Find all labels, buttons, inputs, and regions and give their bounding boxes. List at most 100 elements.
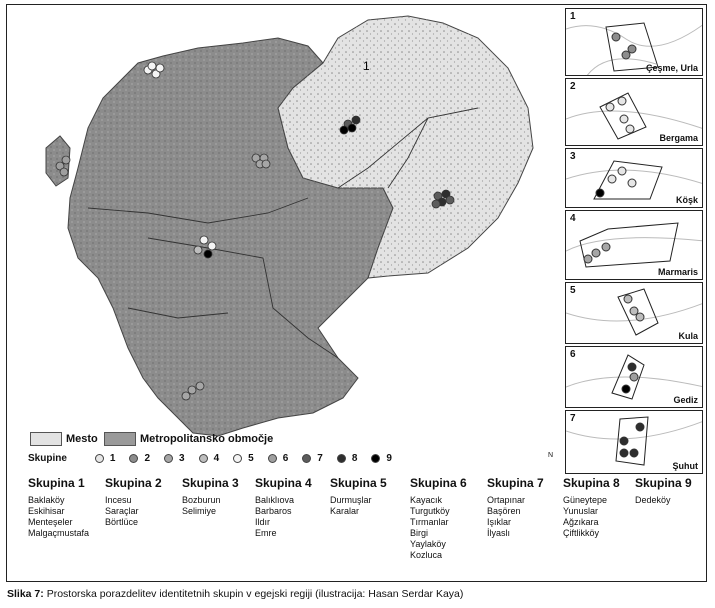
cluster-key-label: 4 (213, 453, 220, 464)
inset-4: 4 Marmaris (565, 210, 703, 280)
group-column-7: Skupina 7 Ortapınar Başören Işıklar İlyaslı (487, 477, 544, 539)
place-name: Güneytepe (563, 495, 608, 505)
place-name: İlyaslı (487, 528, 511, 538)
group-title: Skupina 3 (182, 476, 239, 490)
cluster-dot-icon (371, 454, 381, 463)
metro-swatch (104, 432, 136, 446)
place-name: Karalar (330, 506, 360, 516)
group-column-2: Skupina 2 Incesu Saraçlar Börtlüce (105, 476, 162, 528)
cluster-marker (151, 69, 161, 79)
inset-label: Köşk (675, 195, 698, 205)
inset-label: Kula (678, 331, 698, 341)
inset-number: 1 (570, 11, 576, 22)
main-map: 1 (45, 15, 534, 437)
place-name: Başören (487, 506, 521, 516)
cluster-key-label: 1 (109, 453, 116, 464)
group-column-5: Skupina 5 Durmuşlar Karalar (330, 476, 387, 517)
cluster-key-label: 9 (386, 453, 392, 464)
cluster-marker (431, 199, 441, 209)
cluster-key-4: 4 (198, 453, 220, 464)
cluster-key-label: 7 (317, 453, 323, 464)
cluster-key-label: 2 (144, 453, 151, 464)
legend-metro: Metropolitansko območje (104, 432, 273, 446)
cluster-marker (187, 385, 197, 395)
cluster-key-5: 5 (233, 453, 254, 464)
place-name: Saraçlar (105, 506, 139, 516)
inset-number: 5 (570, 285, 576, 296)
place-name: Bozburun (182, 495, 221, 505)
cluster-marker (59, 167, 69, 177)
place-name: Selimiye (182, 506, 217, 516)
place-name: Ağzıkara (563, 517, 599, 527)
cluster-key-3: 3 (164, 453, 185, 464)
caption-prefix: Slika 7: (7, 588, 44, 600)
cluster-key-1: 1 (94, 453, 116, 464)
place-name: Ildır (255, 517, 271, 527)
group-title: Skupina 4 (255, 476, 312, 490)
inset-number: 7 (570, 413, 576, 424)
inset-label: Çeşme, Urla (645, 63, 698, 73)
mesto-swatch (30, 432, 62, 446)
group-column-8: Skupina 8 Güneytepe Yunuslar Ağzıkara Çiftli… (563, 477, 620, 539)
inset-5: 5 Kula (565, 282, 703, 344)
cluster-key-9: 9 (371, 453, 392, 464)
cluster-dot-icon (302, 454, 312, 463)
cluster-dot-icon (129, 454, 139, 463)
place-name: Turgutköy (410, 506, 450, 516)
place-name: Işıklar (487, 517, 512, 527)
place-name: Birgi (410, 528, 429, 538)
place-name: Yunuslar (563, 506, 599, 516)
caption-text: Prostorska porazdelitev identitetnih sku… (43, 588, 464, 600)
inset-3-map (566, 160, 702, 200)
cluster-marker (445, 195, 455, 205)
place-name: Çiftlikköy (563, 528, 600, 538)
inset-number: 3 (570, 151, 576, 162)
cluster-key-6: 6 (267, 453, 289, 464)
place-name: Tırmanlar (410, 517, 449, 527)
inset-7: 7 Şuhut (565, 410, 703, 474)
cluster-key-label: 5 (248, 453, 254, 464)
place-name: Yaylaköy (410, 539, 446, 549)
group-title: Skupina 9 (635, 476, 692, 490)
cluster-dot-icon (233, 454, 243, 463)
cluster-marker (193, 245, 203, 255)
place-name: Barbaros (255, 506, 292, 516)
inset-label: Şuhut (672, 461, 699, 471)
inset-1: 1 Çeşme, Urla (565, 8, 703, 76)
figure-caption: Slika 7: Prostorska porazdelitev identit… (7, 588, 463, 600)
cluster-marker (433, 191, 443, 201)
cluster-marker (347, 123, 357, 133)
cluster-legend: Skupine 1 2 3 4 5 6 7 8 9 (28, 453, 392, 464)
cluster-marker (203, 249, 213, 259)
inset-label: Gediz (673, 395, 698, 405)
inset-4-map (566, 222, 702, 268)
cluster-dot-icon (94, 454, 104, 463)
place-name: Baklaköy (28, 495, 65, 505)
group-column-3: Skupina 3 Bozburun Selimiye (182, 476, 239, 517)
group-title: Skupina 6 (410, 476, 467, 490)
group-title: Skupina 5 (330, 476, 387, 490)
inset-label: Bergama (659, 133, 698, 143)
inset-6-map (566, 354, 702, 400)
cluster-marker (155, 63, 165, 73)
cluster-marker (207, 241, 217, 251)
region-label: 1 (363, 59, 370, 73)
place-name: Durmuşlar (330, 495, 372, 505)
inset-2-map (566, 92, 702, 140)
place-name: Emre (255, 528, 277, 538)
skupine-label: Skupine (28, 453, 67, 464)
group-column-1: Skupina 1 Baklaköy Eskihisar Menteşeler Malg… (28, 477, 89, 539)
cluster-marker (181, 391, 191, 401)
inset-number: 6 (570, 349, 576, 360)
cluster-marker (55, 161, 65, 171)
cluster-key-label: 6 (282, 453, 289, 464)
inset-6: 6 Gediz (565, 346, 703, 408)
place-name: Kozluca (410, 550, 443, 560)
group-title: Skupina 2 (105, 476, 162, 490)
cluster-dot-icon (267, 454, 277, 463)
cluster-dot-icon (198, 454, 208, 463)
group-column-6: Skupina 6 Kayacık Turgutköy Tırmanlar Birgi Y… (410, 476, 467, 561)
cluster-key-7: 7 (302, 453, 323, 464)
metro-region (67, 37, 394, 437)
inset-1-map (566, 22, 702, 75)
